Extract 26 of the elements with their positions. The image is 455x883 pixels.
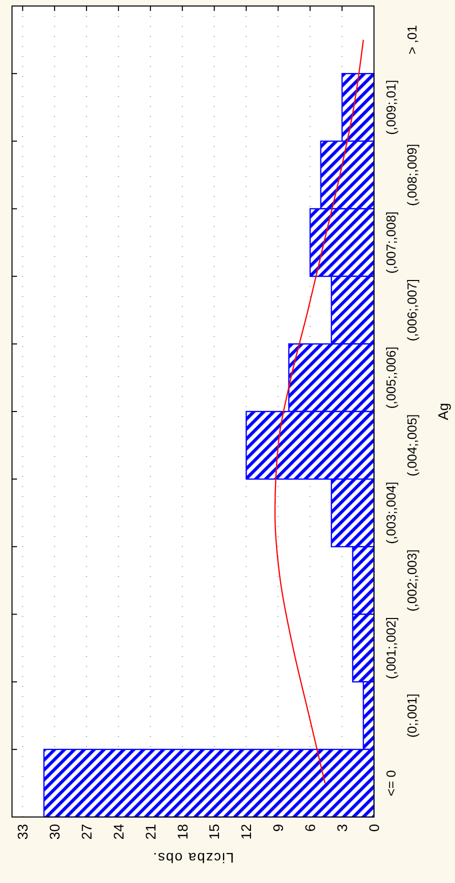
y-tick-label: (,003;,004] bbox=[384, 482, 399, 544]
y-tick-label: (,009;,01] bbox=[384, 80, 399, 135]
y-tick-label: (,007;,008] bbox=[384, 211, 399, 274]
y-tick-label: (,002;,003] bbox=[404, 549, 420, 612]
x-tick-label: 21 bbox=[142, 824, 158, 840]
y-tick-label: (,004;,005] bbox=[404, 414, 420, 476]
x-tick-label: 3 bbox=[334, 824, 350, 832]
x-tick-label: 27 bbox=[78, 824, 94, 840]
y-tick-label: (,006;,007] bbox=[404, 279, 420, 342]
x-tick-label: 15 bbox=[206, 824, 222, 840]
x-tick-label: 30 bbox=[46, 824, 62, 840]
y-axis-title: Ag bbox=[434, 402, 451, 420]
x-tick-label: 6 bbox=[302, 824, 318, 832]
y-tick-label: (,008;,009] bbox=[404, 144, 420, 206]
x-tick-label: 24 bbox=[110, 824, 126, 840]
y-tick-label: > ,01 bbox=[404, 25, 420, 54]
y-tick-label: <= 0 bbox=[384, 770, 399, 796]
x-tick-label: 9 bbox=[270, 824, 286, 832]
y-tick-label: (,005;,006] bbox=[384, 346, 399, 409]
x-tick-label: 33 bbox=[14, 824, 31, 840]
x-tick-label: 12 bbox=[238, 824, 254, 840]
x-tick-label: 18 bbox=[174, 824, 190, 840]
x-axis-title: Liczba obs. bbox=[152, 850, 234, 866]
y-tick-label: (0;,001] bbox=[404, 694, 420, 738]
y-tick-label: (,001;,002] bbox=[384, 616, 399, 680]
x-tick-label: 0 bbox=[366, 824, 382, 832]
